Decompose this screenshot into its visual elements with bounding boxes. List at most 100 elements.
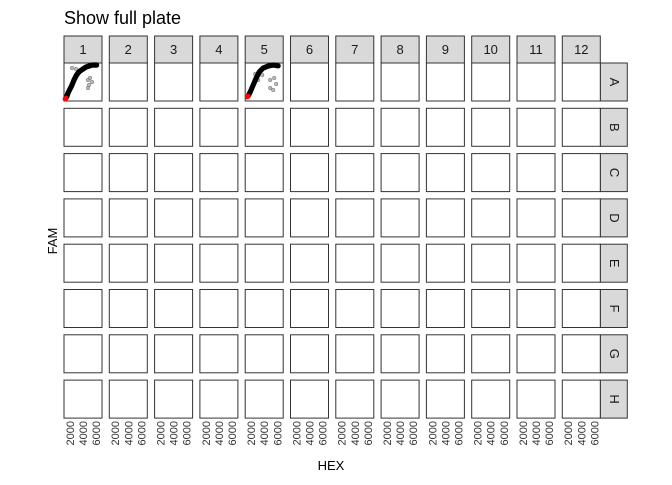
x-tick-label: 6000 <box>363 421 375 445</box>
panel-C2 <box>108 153 148 193</box>
column-label: 3 <box>170 42 177 57</box>
panel-B11 <box>516 107 556 147</box>
x-tick-label: 4000 <box>531 421 543 445</box>
x-tick-label: 2000 <box>563 421 575 445</box>
chart-title: Show full plate <box>64 8 181 28</box>
panel-H5 <box>244 379 284 419</box>
x-tick-label: 4000 <box>350 421 362 445</box>
row-label: C <box>607 168 622 177</box>
panel-F9 <box>425 289 465 328</box>
panel-D2 <box>108 198 148 238</box>
row-strip-A <box>599 62 628 102</box>
x-tick-label: 2000 <box>337 421 349 445</box>
x-tick-label: 2000 <box>427 421 439 445</box>
x-tick-label: 6000 <box>136 421 148 445</box>
outlier-point <box>87 75 93 81</box>
panel-F11 <box>516 289 556 328</box>
x-tick-label: 6000 <box>499 421 511 445</box>
outlier-point <box>272 75 277 81</box>
panel-A12 <box>561 62 601 102</box>
outlier-point <box>268 77 273 83</box>
panel-G5 <box>244 334 284 374</box>
x-tick-label: 6000 <box>454 421 466 445</box>
panel-A10 <box>471 62 511 102</box>
panel-B4 <box>199 107 239 147</box>
panel-H11 <box>516 379 556 419</box>
panel-H8 <box>380 379 420 419</box>
panel-G11 <box>516 334 556 374</box>
panel-G9 <box>425 334 465 374</box>
low-point <box>245 93 251 99</box>
row-label: G <box>607 349 622 359</box>
x-tick-label: 2000 <box>382 421 394 445</box>
panel-E2 <box>108 243 148 283</box>
x-tick-label: 6000 <box>318 421 330 445</box>
row-label: F <box>607 305 622 313</box>
panel-E9 <box>425 243 465 283</box>
x-tick-label: 4000 <box>305 421 317 445</box>
column-strip-8 <box>380 35 420 64</box>
panel-E12 <box>561 243 601 283</box>
panel-H1 <box>63 379 103 419</box>
x-tick-label: 4000 <box>440 421 452 445</box>
column-label: 5 <box>261 42 268 57</box>
x-axis-label: HEX <box>318 458 345 473</box>
column-label: 2 <box>125 42 132 57</box>
outlier-point <box>268 85 273 91</box>
panel-E1 <box>63 243 103 283</box>
row-label: E <box>607 259 622 268</box>
panel-E6 <box>290 243 329 283</box>
panel-F3 <box>154 289 194 328</box>
x-tick-label: 4000 <box>78 421 90 445</box>
outlier-point <box>73 66 79 72</box>
panel-D1 <box>63 198 103 238</box>
column-label: 7 <box>351 42 358 57</box>
panel-C10 <box>471 153 511 193</box>
panel-H10 <box>471 379 511 419</box>
x-tick-label: 6000 <box>544 421 556 445</box>
panel-D10 <box>471 198 511 238</box>
column-label: 10 <box>483 42 497 57</box>
x-tick-label: 6000 <box>182 421 194 445</box>
panel-C6 <box>290 153 329 193</box>
panel-G4 <box>199 334 239 374</box>
panel-B7 <box>335 107 375 147</box>
panel-F1 <box>63 289 103 328</box>
outlier-point <box>274 81 279 87</box>
column-label: 4 <box>215 42 222 57</box>
panel-D9 <box>425 198 465 238</box>
panel-E10 <box>471 243 511 283</box>
x-tick-label: 2000 <box>201 421 213 445</box>
panel-A6 <box>290 62 329 102</box>
panel-D5 <box>244 198 284 238</box>
x-tick-label: 6000 <box>272 421 284 445</box>
panel-E5 <box>244 243 284 283</box>
panel-B8 <box>380 107 420 147</box>
column-label: 9 <box>442 42 449 57</box>
column-strip-12 <box>561 35 601 64</box>
panel-G7 <box>335 334 375 374</box>
panel-D12 <box>561 198 601 238</box>
panel-C7 <box>335 153 375 193</box>
outlier-point <box>85 85 91 91</box>
panel-B5 <box>244 107 284 147</box>
row-strip-H <box>599 379 628 419</box>
panel-C4 <box>199 153 239 193</box>
x-tick-label: 4000 <box>214 421 226 445</box>
panel-A2 <box>108 62 148 102</box>
row-label: H <box>607 394 622 403</box>
panel-A4 <box>199 62 239 102</box>
panel-C3 <box>154 153 194 193</box>
column-label: 12 <box>574 42 588 57</box>
panel-B1 <box>63 107 103 147</box>
column-label: 11 <box>529 42 543 57</box>
panel-C1 <box>63 153 103 193</box>
panel-B12 <box>561 107 601 147</box>
panel-G1 <box>63 334 103 374</box>
panel-B6 <box>290 107 329 147</box>
column-strip-4 <box>199 35 239 64</box>
x-tick-label: 2000 <box>246 421 258 445</box>
panel-C9 <box>425 153 465 193</box>
x-tick-label: 6000 <box>227 421 239 445</box>
panel-A9 <box>425 62 465 102</box>
